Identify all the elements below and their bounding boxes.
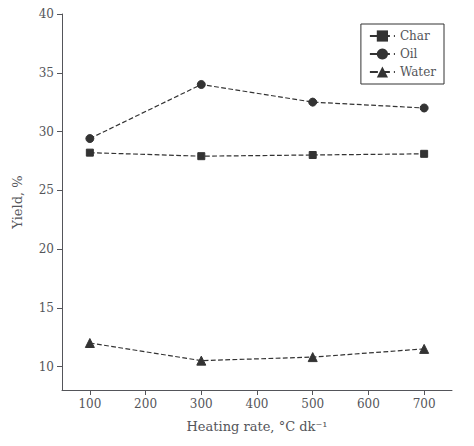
svg-text:40: 40 [39, 7, 54, 21]
svg-text:Heating rate, °C dk⁻¹: Heating rate, °C dk⁻¹ [187, 419, 328, 434]
svg-text:300: 300 [190, 397, 213, 411]
svg-text:200: 200 [134, 397, 157, 411]
svg-text:Yield, %: Yield, % [10, 175, 25, 229]
svg-text:15: 15 [39, 301, 54, 315]
svg-text:600: 600 [357, 397, 380, 411]
svg-text:100: 100 [78, 397, 101, 411]
svg-text:500: 500 [301, 397, 324, 411]
svg-text:30: 30 [39, 125, 54, 139]
svg-text:25: 25 [39, 183, 54, 197]
svg-text:20: 20 [39, 242, 54, 256]
svg-text:10: 10 [39, 360, 54, 374]
svg-text:Water: Water [400, 65, 436, 79]
svg-text:700: 700 [413, 397, 436, 411]
svg-text:400: 400 [246, 397, 269, 411]
svg-text:Char: Char [400, 29, 430, 43]
svg-text:35: 35 [39, 66, 54, 80]
svg-text:Oil: Oil [400, 47, 418, 61]
